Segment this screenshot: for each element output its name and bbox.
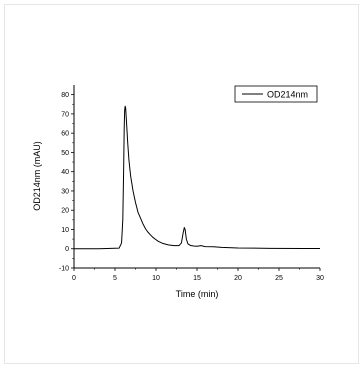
y-tick-label: 0 [65, 246, 69, 253]
y-tick-label: 70 [61, 111, 69, 118]
y-tick-label: 30 [61, 188, 69, 195]
x-tick-label: 20 [234, 275, 242, 282]
x-tick-label: 5 [113, 275, 117, 282]
axes [73, 85, 320, 269]
chart-frame [4, 4, 359, 364]
x-tick-label: 25 [275, 275, 283, 282]
y-tick-label: 80 [61, 92, 69, 99]
plot-area [74, 105, 320, 250]
x-tick-label: 15 [193, 275, 201, 282]
legend-box [234, 85, 318, 103]
x-tick-label: 10 [152, 275, 160, 282]
y-axis-label: OD214nm (mAU) [32, 141, 42, 211]
y-tick-label: 60 [61, 131, 69, 138]
legend-label: OD214nm [267, 90, 308, 100]
x-tick-label: 0 [72, 275, 76, 282]
y-tick-label: 40 [61, 169, 69, 176]
x-axis-label: Time (min) [176, 289, 219, 299]
legend: OD214nm [234, 85, 318, 103]
series-line-0 [74, 105, 320, 250]
y-tick-label: 10 [61, 227, 69, 234]
x-tick-label: 30 [316, 275, 324, 282]
y-tick-label: 50 [61, 150, 69, 157]
y-tick-label: -10 [59, 266, 69, 273]
y-tick-label: 20 [61, 208, 69, 215]
